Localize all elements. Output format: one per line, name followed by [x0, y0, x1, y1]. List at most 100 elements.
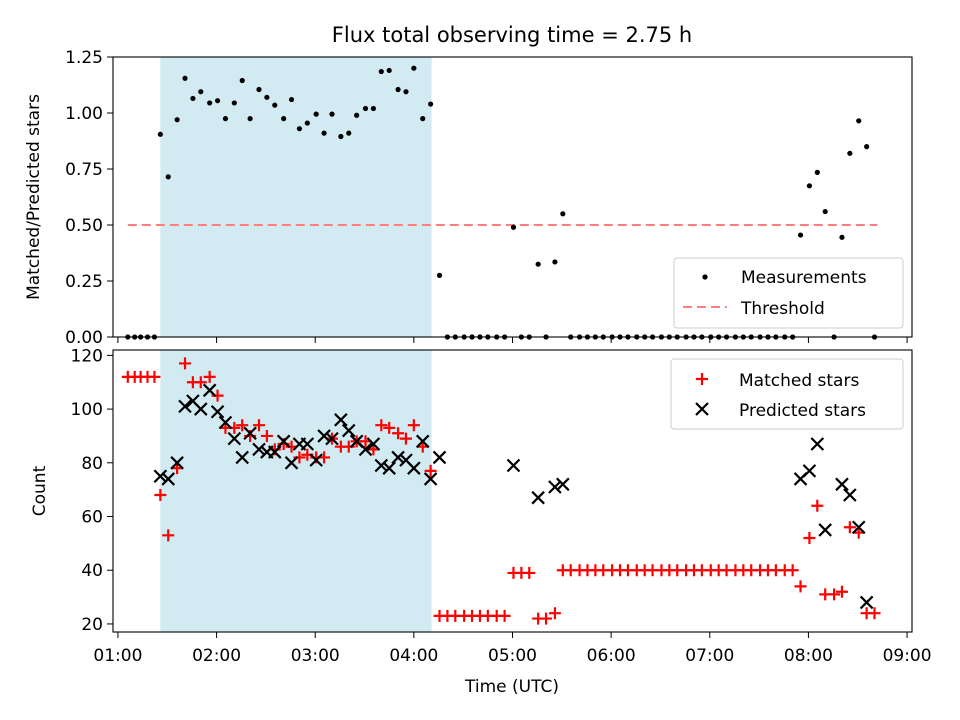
predicted-star-point	[423, 472, 438, 486]
matched-star-point	[203, 370, 216, 383]
matched-star-point	[260, 429, 273, 442]
measurement-point	[535, 261, 541, 267]
matched-star-point	[548, 607, 561, 620]
ratio-y-ticks: 0.00 0.25 0.50 0.75 1.00 1.25	[65, 48, 113, 348]
measurement-point	[174, 117, 180, 123]
measurement-point	[386, 67, 392, 74]
legend-label: Threshold	[740, 299, 825, 319]
x-tick-label: 05:00	[488, 646, 537, 666]
predicted-star-point	[432, 450, 447, 465]
measurement-point	[198, 89, 204, 95]
ratio-y-tick-label: 0.75	[65, 160, 103, 180]
ratio-y-tick-label: 0.00	[65, 328, 103, 348]
matched-star-point	[407, 419, 420, 432]
measurement-point	[864, 144, 870, 150]
x-tick-label: 01:00	[93, 646, 142, 666]
measurement-point	[552, 259, 558, 265]
predicted-star-point	[309, 453, 323, 467]
matched-star-point	[843, 521, 856, 534]
ratio-panel: 0.00 0.25 0.50 0.75 1.00 1.25 Matched/Predict…	[24, 48, 913, 348]
legend-measurement-marker	[702, 274, 708, 280]
legend-box	[673, 257, 904, 329]
measurement-point	[304, 120, 310, 126]
measurement-point	[207, 100, 213, 106]
measurement-point	[560, 211, 566, 217]
ratio-y-tick-label: 1.00	[65, 104, 103, 124]
predicted-star-point	[317, 429, 331, 443]
measurement-point	[239, 77, 245, 84]
predicted-star-point	[374, 458, 389, 473]
predicted-star-point	[851, 520, 866, 535]
measurement-point	[370, 105, 377, 112]
predicted-star-point	[859, 595, 874, 610]
ratio-y-axis-label: Matched/Predicted stars	[24, 94, 44, 300]
predicted-star-point	[818, 523, 832, 537]
measurement-point	[856, 118, 862, 124]
count-y-tick-label: 100	[71, 400, 103, 420]
predicted-star-point	[506, 458, 521, 473]
ratio-y-tick-label: 1.25	[65, 48, 103, 68]
predicted-star-point	[276, 434, 291, 449]
count-y-tick-label: 40	[81, 561, 103, 581]
predicted-star-point	[243, 426, 257, 441]
measurement-point	[338, 133, 344, 140]
matched-star-point	[794, 580, 807, 593]
predicted-star-point	[415, 434, 430, 449]
count-y-ticks: 20 40 60 80 100 120	[71, 346, 113, 635]
predicted-star-point	[210, 404, 225, 419]
predicted-star-point	[202, 383, 217, 398]
matched-star-point	[835, 585, 848, 598]
predicted-star-point	[843, 488, 857, 502]
measurement-point	[321, 130, 327, 136]
measurement-point	[822, 208, 828, 215]
x-tick-label: 06:00	[587, 646, 636, 666]
measurement-point	[288, 96, 295, 103]
measurement-point	[362, 105, 369, 112]
legend-predicted-marker	[695, 402, 709, 416]
predicted-star-point	[227, 431, 242, 446]
matched-star-point	[786, 564, 799, 577]
matched-star-point	[236, 419, 249, 432]
measurement-point	[354, 112, 360, 118]
measurement-point	[190, 95, 196, 102]
measurement-point	[313, 111, 319, 117]
x-tick-label: 04:00	[389, 646, 438, 666]
predicted-star-point	[358, 442, 373, 457]
predicted-star-point	[178, 399, 192, 414]
x-axis-label: Time (UTC)	[464, 677, 559, 697]
predicted-star-point	[334, 413, 348, 427]
measurement-point	[165, 174, 171, 180]
measurement-points	[125, 65, 878, 340]
predicted-star-point	[252, 442, 266, 457]
measurement-point	[264, 94, 270, 100]
matched-star-point	[424, 464, 437, 477]
ratio-legend: Measurements Threshold	[673, 257, 904, 329]
count-legend: Matched stars Predicted stars	[670, 358, 904, 430]
x-tick-label: 03:00	[291, 646, 340, 666]
count-axes-frame	[112, 349, 913, 633]
measurement-point	[847, 150, 853, 156]
ratio-axes-frame	[112, 56, 913, 338]
measurement-point	[797, 232, 804, 238]
measurement-point	[281, 116, 287, 122]
count-y-tick-label: 60	[81, 508, 103, 528]
observing-time-shade-count	[160, 350, 432, 632]
measurement-point	[839, 234, 845, 240]
matched-star-point	[162, 529, 175, 542]
matched-star-point	[383, 421, 396, 434]
measurement-point	[814, 169, 820, 175]
predicted-stars-points	[153, 383, 874, 610]
measurement-point	[346, 130, 352, 136]
predicted-star-point	[267, 445, 282, 459]
measurement-point	[247, 116, 253, 122]
predicted-star-point	[407, 461, 421, 475]
count-panel: 20 40 60 80 100 120 01:00 02:00 03:00 04:00 05:00…	[30, 346, 932, 666]
measurement-point	[420, 116, 426, 122]
count-y-tick-label: 80	[81, 454, 103, 474]
x-tick-label: 08:00	[784, 646, 833, 666]
matched-star-point	[194, 376, 207, 389]
ratio-y-tick-label: 0.50	[65, 216, 103, 236]
measurement-point	[428, 101, 434, 107]
chart-title: Flux total observing time = 2.75 h	[332, 23, 692, 47]
